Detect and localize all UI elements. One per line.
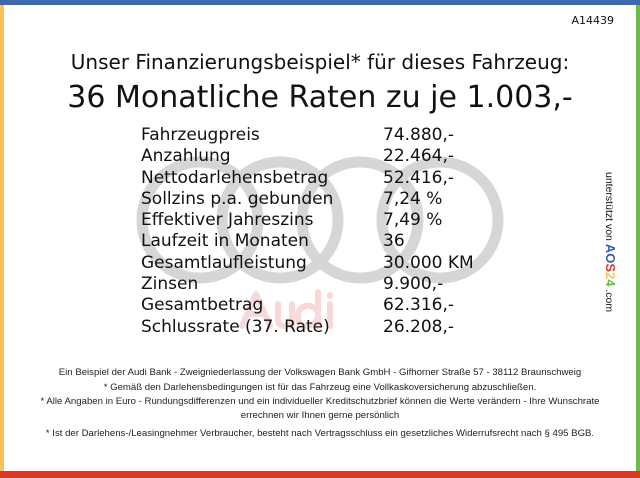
row-label: Nettodarlehensbetrag — [141, 167, 329, 188]
domain-suffix: .com — [603, 289, 615, 313]
footnote: * Alle Angaben in Euro - Rundungsdiffere… — [40, 396, 600, 421]
table-row: Laufzeit in Monaten 36 — [141, 231, 474, 252]
row-value: 52.416,- — [383, 167, 455, 188]
table-row: Gesamtbetrag 62.316,- — [141, 295, 474, 316]
headline: 36 Monatliche Raten zu je 1.003,- — [67, 80, 573, 115]
table-row: Fahrzeugpreis 74.880,- — [141, 125, 474, 146]
logo-letter: A — [603, 243, 618, 254]
table-row: Gesamtlaufleistung 30.000 KM — [141, 253, 474, 274]
finance-table: Fahrzeugpreis 74.880,- Anzahlung 22.464,- Ne… — [141, 125, 474, 338]
table-row: Zinsen 9.900,- — [141, 274, 474, 295]
row-value: 22.464,- — [383, 146, 455, 167]
row-value: 62.316,- — [383, 295, 455, 316]
footnote: * Ist der Darlehens-/Leasingnehmer Verbr… — [45, 428, 595, 439]
row-value: 7,24 % — [383, 188, 443, 209]
row-value: 30.000 KM — [383, 252, 474, 273]
row-label: Anzahlung — [141, 146, 231, 167]
ad-code: A14439 — [571, 14, 614, 27]
footnotes: Ein Beispiel der Audi Bank - Zweignieder… — [30, 366, 610, 442]
left-border — [0, 5, 4, 471]
row-value: 74.880,- — [383, 125, 455, 145]
row-label: Gesamtbetrag — [141, 295, 264, 316]
row-label: Sollzins p.a. gebunden — [141, 188, 334, 209]
row-value: 9.900,- — [383, 274, 444, 295]
table-row: Schlussrate (37. Rate) 26.208,- — [141, 317, 474, 338]
logo-letter: 4 — [603, 279, 618, 287]
logo-letter: O — [603, 253, 618, 264]
table-row: Sollzins p.a. gebunden 7,24 % — [141, 189, 474, 210]
ring — [296, 156, 424, 284]
right-border — [636, 5, 640, 471]
aos24-logo: AOS24 — [603, 244, 618, 287]
row-label: Fahrzeugpreis — [141, 125, 260, 145]
row-label: Effektiver Jahreszins — [141, 210, 314, 231]
table-row: Nettodarlehensbetrag 52.416,- — [141, 168, 474, 189]
logo-letter: S — [603, 263, 618, 272]
table-row: Effektiver Jahreszins 7,49 % — [141, 210, 474, 231]
audi-watermark-logo — [239, 289, 333, 329]
ring — [216, 156, 344, 284]
row-value: 36 — [383, 231, 405, 252]
footnote: Ein Beispiel der Audi Bank - Zweignieder… — [58, 367, 582, 378]
row-label: Schlussrate (37. Rate) — [141, 316, 330, 337]
row-label: Zinsen — [141, 274, 199, 295]
ring — [376, 156, 504, 284]
row-label: Gesamtlaufleistung — [141, 252, 307, 273]
table-row: Anzahlung 22.464,- — [141, 146, 474, 167]
row-value: 7,49 % — [383, 210, 443, 231]
supported-by: unterstützt von AOS24 .com — [603, 172, 618, 312]
row-label: Laufzeit in Monaten — [141, 231, 309, 252]
top-border — [0, 0, 640, 5]
row-value: 26.208,- — [383, 316, 455, 337]
bottom-border — [0, 471, 640, 478]
title: Unser Finanzierungsbeispiel* für dieses … — [70, 50, 570, 74]
footnote: * Gemäß den Darlehensbedingungen ist für… — [103, 381, 537, 393]
ring — [136, 156, 264, 284]
supported-by-text: unterstützt von — [603, 172, 615, 241]
